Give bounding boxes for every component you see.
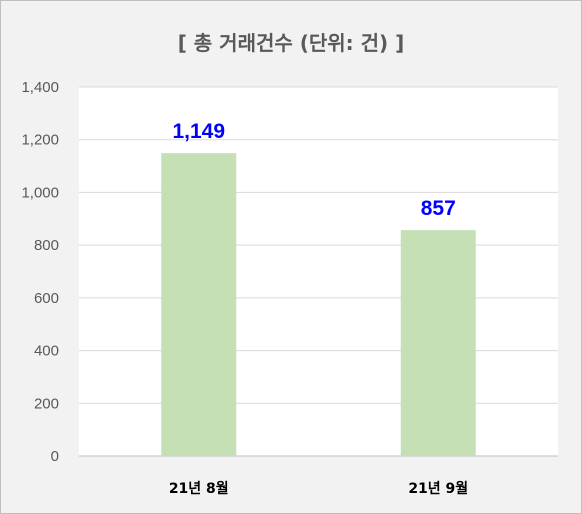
bar: [161, 153, 237, 456]
bar: [400, 230, 476, 456]
data-label: 1,149: [172, 120, 225, 143]
x-category-label: 21년 8월: [169, 480, 229, 497]
chart-title: [ 총 거래건수 (단위: 건) ]: [177, 31, 405, 55]
x-axis: 21년 8월 21년 9월: [169, 480, 468, 497]
data-label: 857: [421, 197, 456, 220]
y-tick-label: 800: [34, 237, 59, 254]
y-axis: 0 200 400 600 800 1,000 1,200 1,400: [21, 79, 59, 465]
y-tick-label: 0: [51, 448, 59, 465]
plot-area: [79, 87, 558, 456]
y-tick-label: 1,200: [21, 132, 59, 149]
y-tick-label: 200: [34, 395, 59, 412]
y-tick-label: 600: [34, 290, 59, 307]
x-category-label: 21년 9월: [408, 480, 468, 497]
y-tick-label: 1,400: [21, 79, 59, 96]
gridlines: [79, 86, 558, 457]
y-tick-label: 1,000: [21, 184, 59, 201]
bars: [161, 153, 476, 456]
y-tick-label: 400: [34, 343, 59, 360]
data-labels: 1,149 857: [172, 120, 455, 220]
